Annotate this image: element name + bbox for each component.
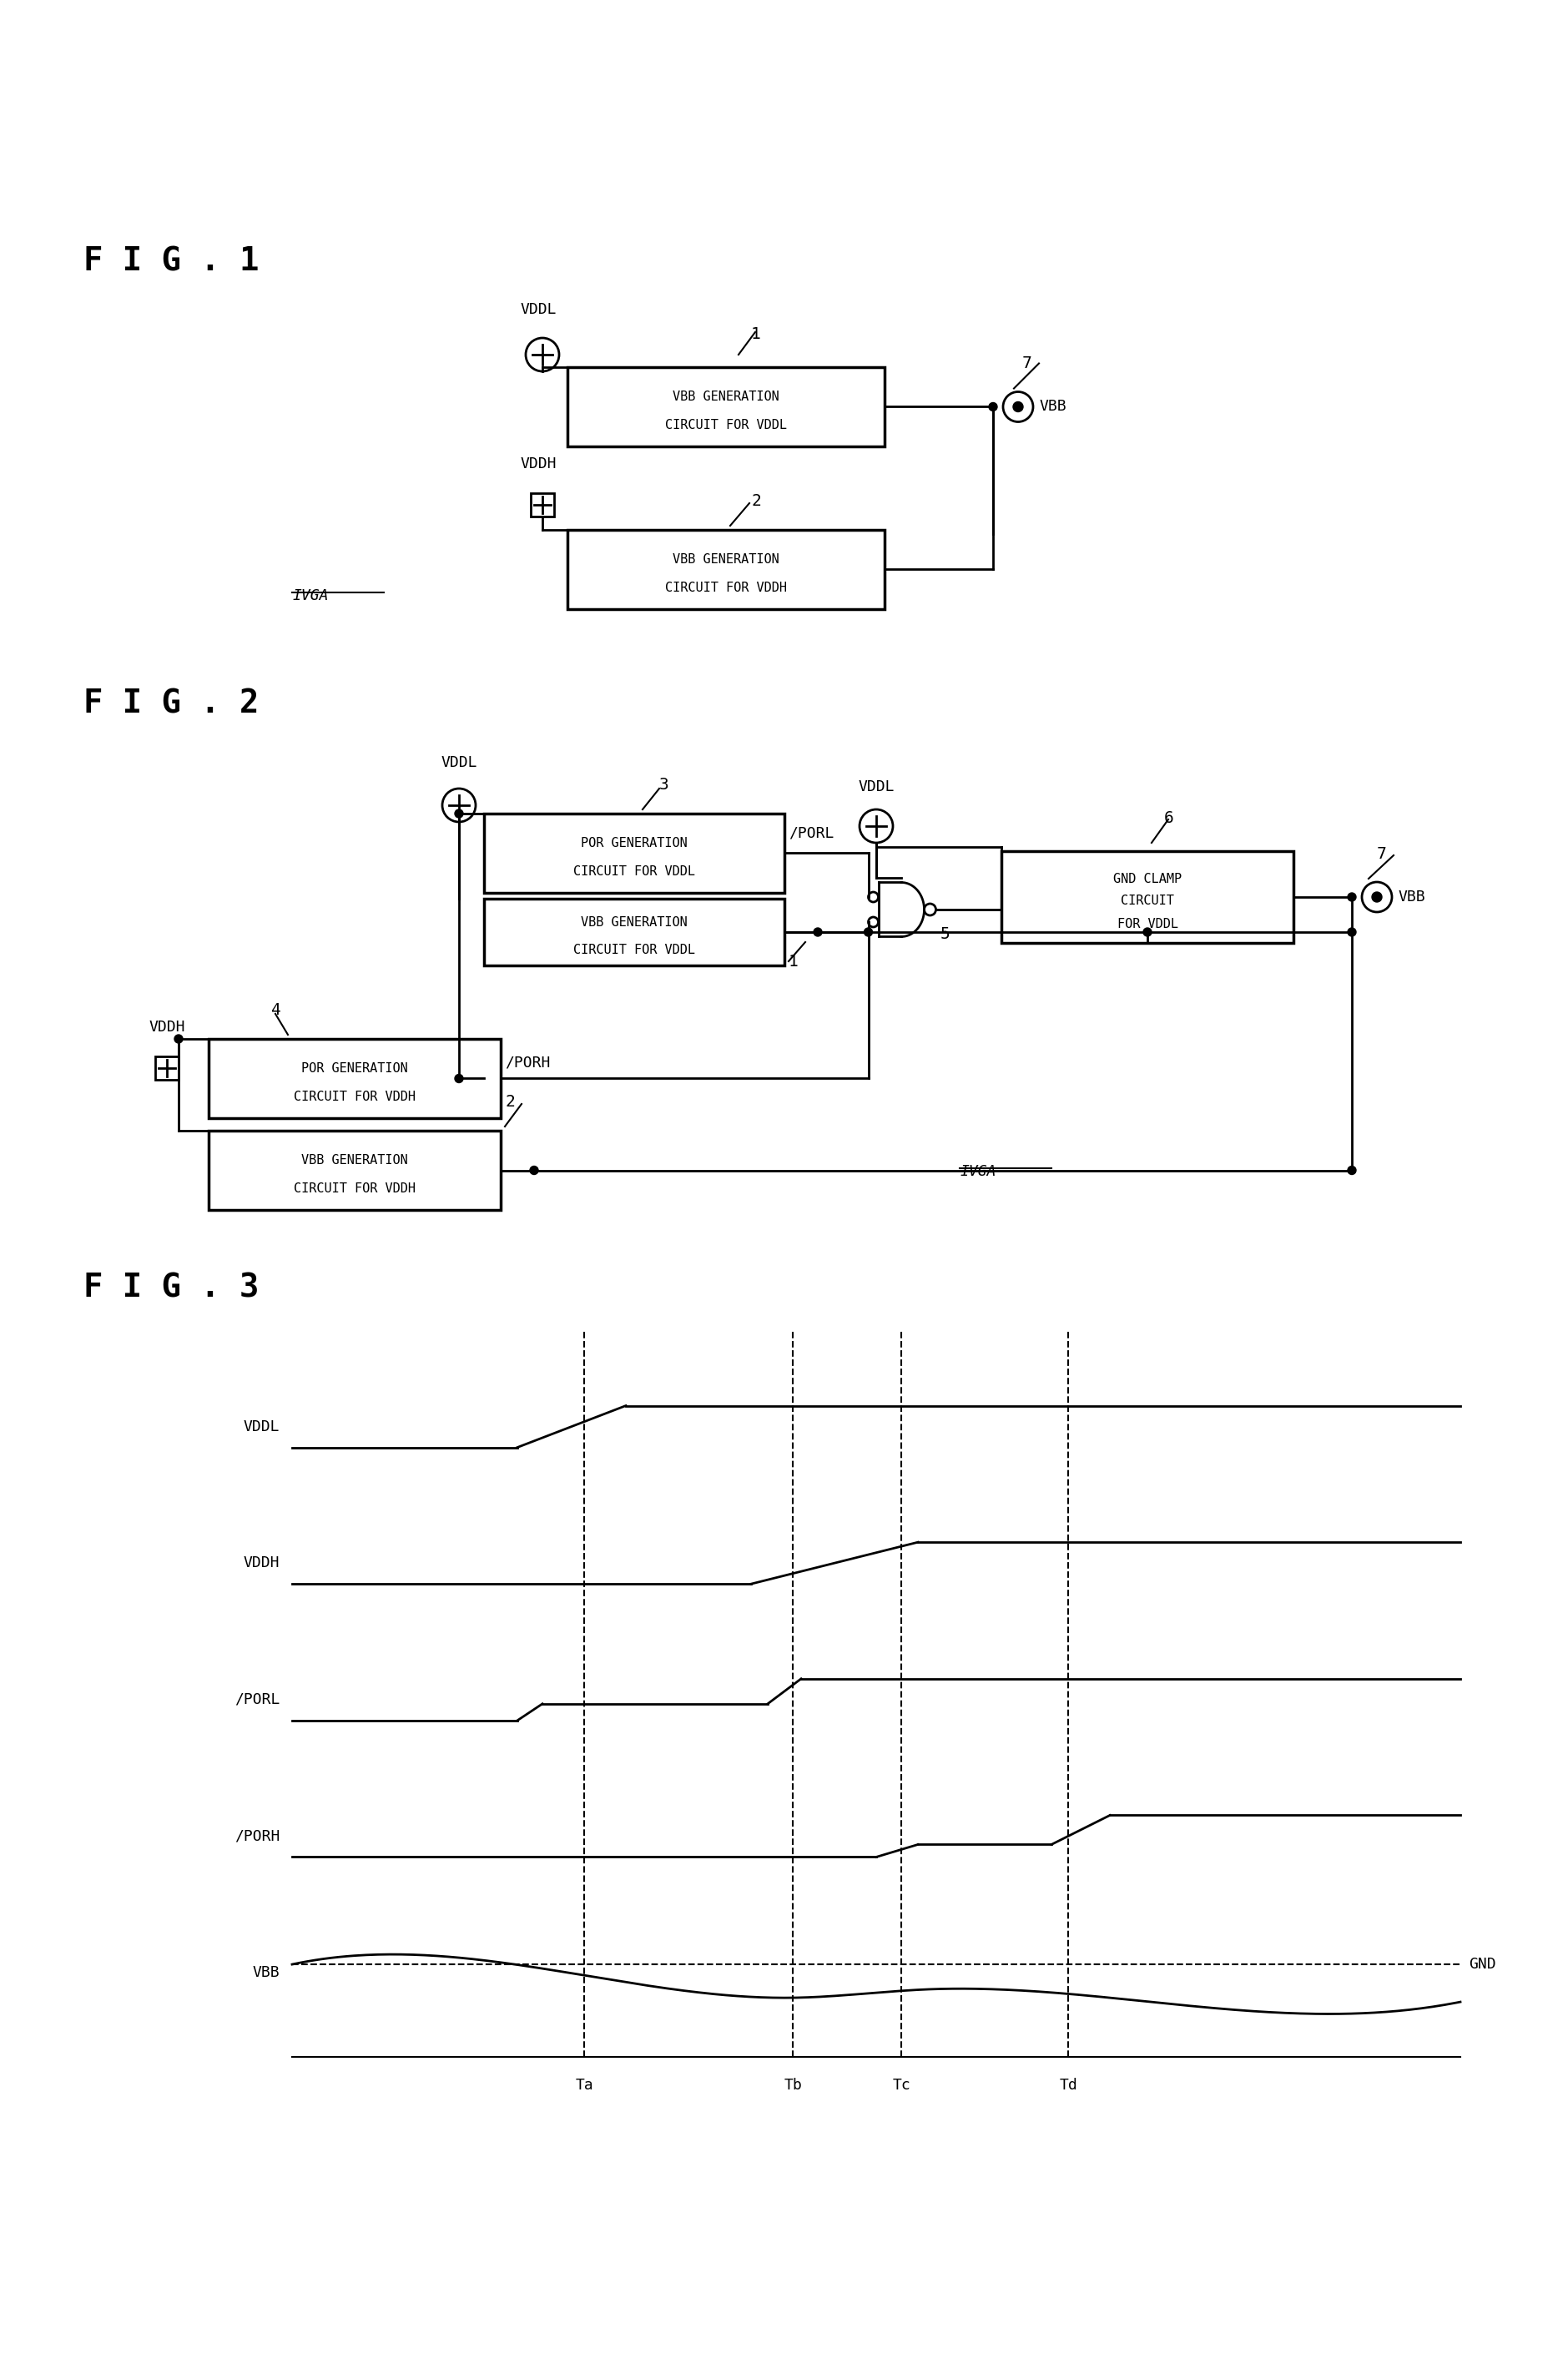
Text: VBB: VBB <box>1397 890 1425 904</box>
Circle shape <box>989 404 997 411</box>
Text: CIRCUIT FOR VDDH: CIRCUIT FOR VDDH <box>665 582 787 594</box>
Text: 1: 1 <box>751 325 760 342</box>
Text: POR GENERATION: POR GENERATION <box>580 838 687 850</box>
Text: GND: GND <box>1469 1956 1496 1973</box>
Text: 3: 3 <box>659 776 670 793</box>
Text: VDDL: VDDL <box>858 779 894 795</box>
Text: VBB GENERATION: VBB GENERATION <box>673 553 779 565</box>
Text: /PORL: /PORL <box>789 826 834 840</box>
Circle shape <box>1347 928 1356 935</box>
Text: 5: 5 <box>941 926 950 942</box>
Text: /PORL: /PORL <box>234 1693 279 1707</box>
Bar <box>530 494 554 518</box>
Circle shape <box>1013 401 1022 411</box>
Circle shape <box>814 928 822 935</box>
Bar <box>568 529 884 610</box>
Bar <box>155 1056 179 1080</box>
Text: Ta: Ta <box>575 2077 593 2094</box>
Circle shape <box>174 1035 183 1042</box>
Text: 6: 6 <box>1163 810 1174 826</box>
Text: 4: 4 <box>271 1002 281 1018</box>
Text: VDDL: VDDL <box>441 755 477 769</box>
Text: VDDH: VDDH <box>149 1021 185 1035</box>
Text: 2: 2 <box>751 494 760 508</box>
Text: F I G . 2: F I G . 2 <box>83 688 259 719</box>
Text: CIRCUIT: CIRCUIT <box>1121 895 1174 907</box>
Text: VBB GENERATION: VBB GENERATION <box>580 916 687 928</box>
Bar <box>209 1040 500 1118</box>
Text: 7: 7 <box>1022 356 1032 373</box>
Circle shape <box>1372 893 1381 902</box>
Text: 2: 2 <box>505 1094 514 1109</box>
Text: VBB GENERATION: VBB GENERATION <box>673 389 779 404</box>
Text: CIRCUIT FOR VDDH: CIRCUIT FOR VDDH <box>293 1182 416 1194</box>
Circle shape <box>1347 893 1356 902</box>
Text: VDDL: VDDL <box>521 301 557 318</box>
Text: Tb: Tb <box>784 2077 801 2094</box>
Circle shape <box>1143 928 1151 935</box>
Text: Tc: Tc <box>892 2077 911 2094</box>
Circle shape <box>530 1166 538 1175</box>
Text: VDDH: VDDH <box>243 1555 279 1572</box>
Bar <box>485 900 784 966</box>
Text: IVGA: IVGA <box>292 589 328 603</box>
Text: /PORH: /PORH <box>234 1828 279 1845</box>
Text: CIRCUIT FOR VDDL: CIRCUIT FOR VDDL <box>665 418 787 432</box>
Text: Td: Td <box>1058 2077 1077 2094</box>
Text: 7: 7 <box>1377 845 1386 862</box>
Text: VBB: VBB <box>252 1966 279 1980</box>
Text: CIRCUIT FOR VDDH: CIRCUIT FOR VDDH <box>293 1090 416 1104</box>
Text: IVGA: IVGA <box>960 1163 996 1180</box>
Text: 1: 1 <box>789 954 798 969</box>
Text: VBB GENERATION: VBB GENERATION <box>301 1154 408 1166</box>
Text: F I G . 3: F I G . 3 <box>83 1272 259 1303</box>
Circle shape <box>455 1075 463 1083</box>
Text: /PORH: /PORH <box>505 1054 550 1071</box>
Text: VDDL: VDDL <box>243 1420 279 1434</box>
Bar <box>485 814 784 893</box>
Bar <box>568 368 884 446</box>
Circle shape <box>1347 1166 1356 1175</box>
Text: CIRCUIT FOR VDDL: CIRCUIT FOR VDDL <box>574 945 695 957</box>
Text: FOR VDDL: FOR VDDL <box>1116 919 1178 931</box>
Text: POR GENERATION: POR GENERATION <box>301 1061 408 1075</box>
Bar <box>209 1130 500 1211</box>
Text: VDDH: VDDH <box>521 456 557 472</box>
Text: GND CLAMP: GND CLAMP <box>1113 871 1182 886</box>
Text: VBB: VBB <box>1040 399 1066 415</box>
Circle shape <box>455 810 463 817</box>
Circle shape <box>864 928 872 935</box>
Text: CIRCUIT FOR VDDL: CIRCUIT FOR VDDL <box>574 864 695 878</box>
Text: F I G . 1: F I G . 1 <box>83 247 259 278</box>
Bar <box>1002 852 1294 942</box>
